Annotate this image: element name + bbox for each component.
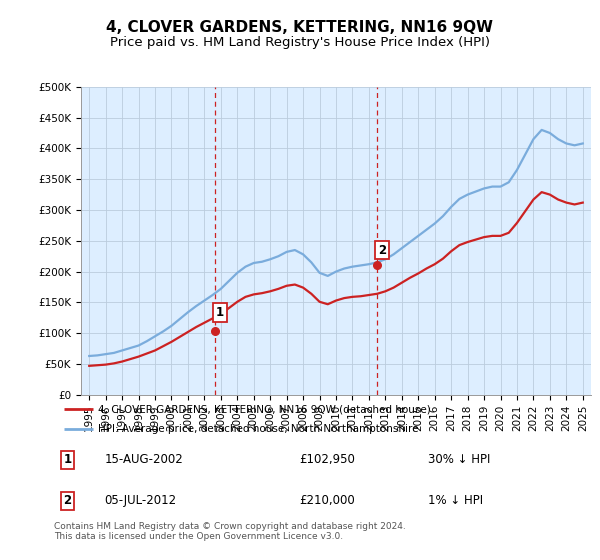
- Text: 4, CLOVER GARDENS, KETTERING, NN16 9QW: 4, CLOVER GARDENS, KETTERING, NN16 9QW: [107, 20, 493, 35]
- Text: 1: 1: [215, 306, 224, 319]
- Text: 15-AUG-2002: 15-AUG-2002: [105, 453, 184, 466]
- Text: £210,000: £210,000: [299, 494, 355, 507]
- Text: HPI: Average price, detached house, North Northamptonshire: HPI: Average price, detached house, Nort…: [98, 424, 419, 433]
- Text: 05-JUL-2012: 05-JUL-2012: [105, 494, 177, 507]
- Text: 1% ↓ HPI: 1% ↓ HPI: [428, 494, 483, 507]
- Text: 4, CLOVER GARDENS, KETTERING, NN16 9QW (detached house): 4, CLOVER GARDENS, KETTERING, NN16 9QW (…: [98, 404, 431, 414]
- Text: 2: 2: [63, 494, 71, 507]
- Text: 2: 2: [378, 244, 386, 256]
- Text: Price paid vs. HM Land Registry's House Price Index (HPI): Price paid vs. HM Land Registry's House …: [110, 36, 490, 49]
- Text: 30% ↓ HPI: 30% ↓ HPI: [428, 453, 490, 466]
- Text: 1: 1: [63, 453, 71, 466]
- Text: Contains HM Land Registry data © Crown copyright and database right 2024.
This d: Contains HM Land Registry data © Crown c…: [54, 522, 406, 542]
- Text: £102,950: £102,950: [299, 453, 356, 466]
